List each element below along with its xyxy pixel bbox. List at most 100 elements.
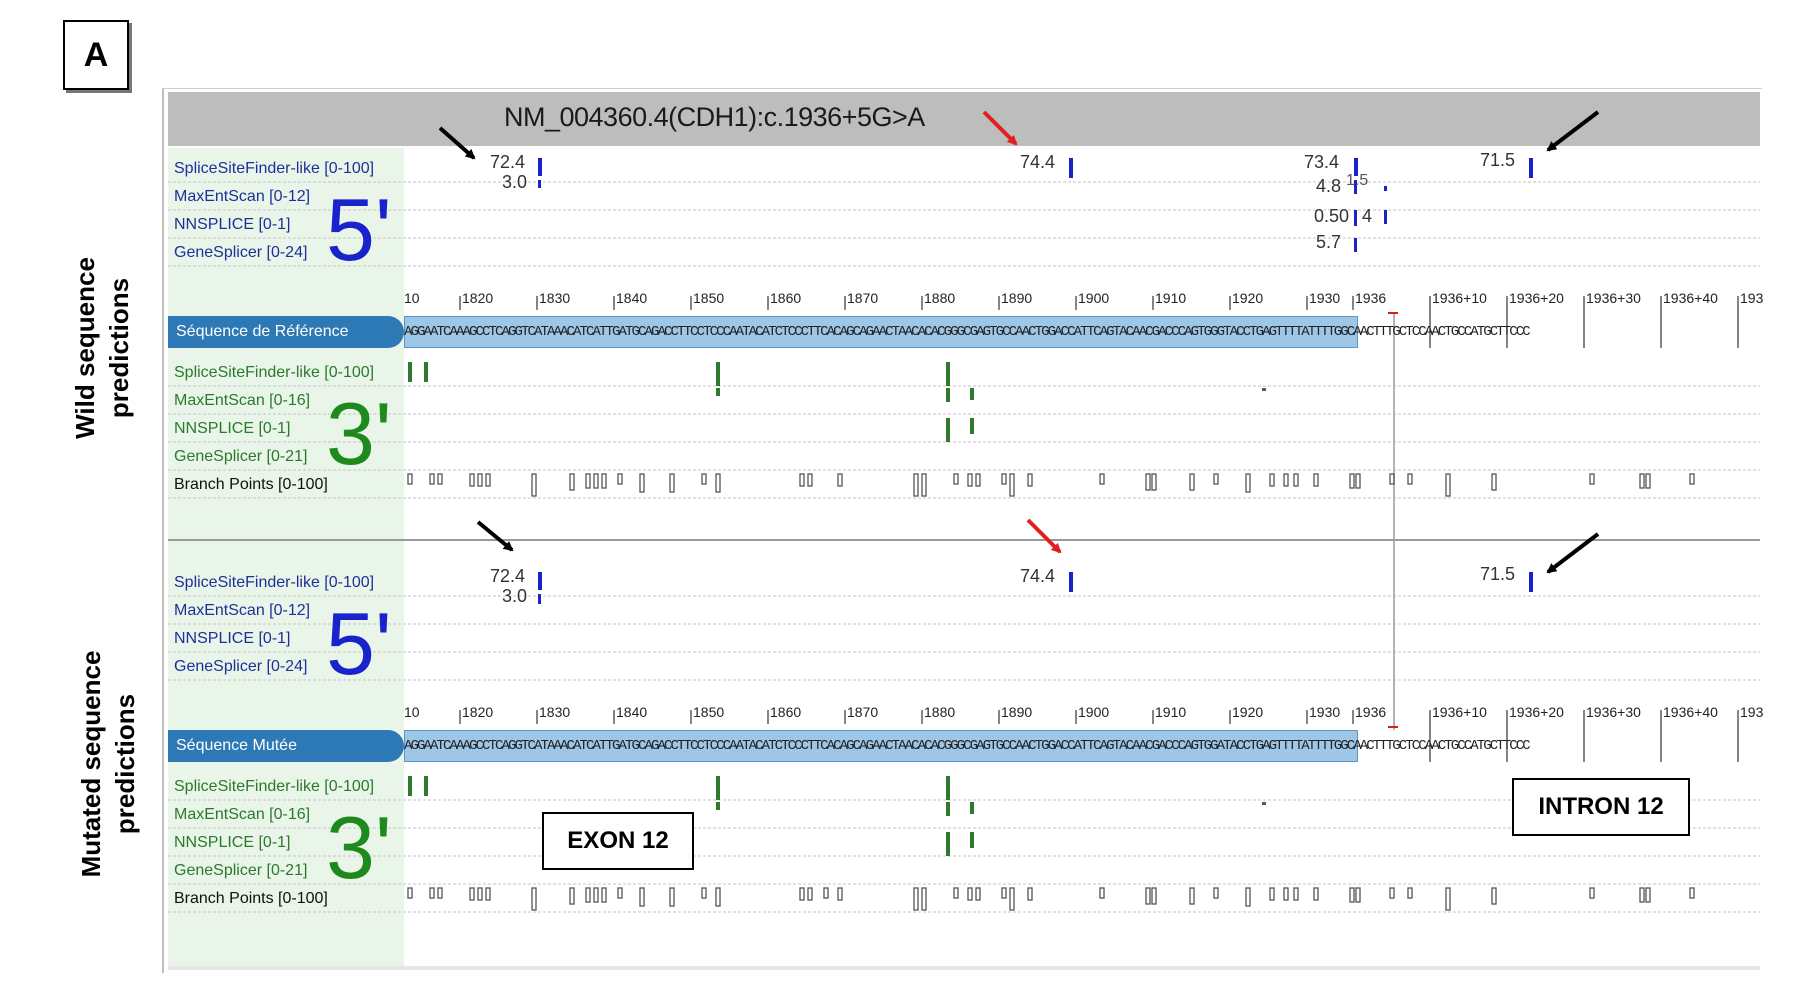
arrow-wild-site1 <box>438 126 476 160</box>
wild-3p-track-gs: GeneSplicer [0-21] <box>174 448 308 465</box>
mut-score-site1-mes: 3.0 <box>502 586 528 606</box>
ruler-label: 1850 <box>693 704 725 720</box>
track-gridlines <box>168 181 1760 913</box>
ruler-ticks-mutated <box>459 710 1739 762</box>
mut-3p-track-gs: GeneSplicer [0-21] <box>174 862 308 879</box>
track-label-column <box>168 148 404 970</box>
mut-score-site4-ssf: 71.5 <box>1480 564 1516 584</box>
mut-5p-track-gs: GeneSplicer [0-24] <box>174 658 308 675</box>
ruler-label: 1890 <box>1001 290 1033 306</box>
mut-3prime-mark: 3' <box>326 798 392 897</box>
mut-5prime-mark-site2 <box>1069 572 1073 592</box>
ruler-ticks-wild <box>459 296 1739 348</box>
wild-3p-track-nns: NNSPLICE [0-1] <box>174 420 291 437</box>
panel-label: A <box>63 20 129 90</box>
wild-score-site3-gs: 5.7 <box>1316 232 1342 252</box>
ruler-label: 1920 <box>1232 290 1264 306</box>
alamut-viewer <box>162 88 1762 973</box>
wild-5prime-mark-site2 <box>1069 158 1073 178</box>
mutated-3prime-marks <box>408 776 1266 856</box>
ruler-label: 1870 <box>847 290 879 306</box>
wild-3p-track-ssf: SpliceSiteFinder-like [0-100] <box>174 364 375 381</box>
wild-5p-track-ssf: SpliceSiteFinder-like [0-100] <box>174 160 375 177</box>
ruler-label: 1910 <box>1155 704 1187 720</box>
ruler-label: 1900 <box>1078 290 1110 306</box>
wild-score-site1-ssf: 72.4 <box>490 152 526 172</box>
mut-score-site2-ssf: 74.4 <box>1020 566 1056 586</box>
wild-5prime-marks <box>538 158 1533 252</box>
mut-5p-track-ssf: SpliceSiteFinder-like [0-100] <box>174 574 375 591</box>
ref-exon-highlight <box>404 316 1358 348</box>
ruler-label: 1936+30 <box>1586 290 1641 306</box>
mut-5prime-mark-site4 <box>1529 572 1533 592</box>
mut-branch-points-label: Branch Points [0-100] <box>174 890 328 907</box>
ruler-label: 1930 <box>1309 290 1341 306</box>
arrow-mut-site4 <box>1546 532 1600 574</box>
mut-sequence-text: AGGAATCAAAGCCTCAGGTCATAAACATCATTGATGCAGA… <box>404 738 1531 754</box>
wild-5prime-mark-site3 <box>1354 158 1358 176</box>
ruler-label: 10 <box>404 704 420 720</box>
ruler-label: 1930 <box>1309 704 1341 720</box>
mutated-ruler: 10 1820 1830 1840 1850 1860 1870 1880 18… <box>404 704 1764 722</box>
variant-header-bar <box>168 92 1760 146</box>
ruler-label: 1860 <box>770 704 802 720</box>
ruler-label: 1880 <box>924 704 956 720</box>
ruler-label: 193 <box>1740 704 1764 720</box>
wild-score-site3-nns: 0.50 <box>1314 206 1350 226</box>
wild-5p-track-gs: GeneSplicer [0-24] <box>174 244 308 261</box>
ruler-label: 1936+30 <box>1586 704 1641 720</box>
arrow-mut-site2 <box>1026 518 1062 554</box>
ruler-label: 1840 <box>616 704 648 720</box>
wild-5prime-mark-site4 <box>1529 158 1533 178</box>
mut-5p-track-mes: MaxEntScan [0-12] <box>174 602 311 619</box>
ruler-label: 1820 <box>462 290 494 306</box>
ruler-label: 1840 <box>616 290 648 306</box>
mut-5prime-mark: 5' <box>326 594 392 693</box>
wild-5p-track-nns: NNSPLICE [0-1] <box>174 216 291 233</box>
arrow-wild-site4 <box>1546 110 1600 152</box>
wild-3prime-mark: 3' <box>326 384 392 483</box>
intron-label-box: INTRON 12 <box>1512 778 1690 836</box>
mut-3p-track-mes: MaxEntScan [0-16] <box>174 806 311 823</box>
ruler-label: 1830 <box>539 704 571 720</box>
wild-score-site4-ssf: 71.5 <box>1480 150 1516 170</box>
ruler-label: 193 <box>1740 290 1764 306</box>
wild-3prime-marks <box>408 362 1266 442</box>
mut-3p-track-ssf: SpliceSiteFinder-like [0-100] <box>174 778 375 795</box>
mut-exon-highlight <box>404 730 1358 762</box>
ruler-label: 1936+10 <box>1432 290 1487 306</box>
ref-sequence-text: AGGAATCAAAGCCTCAGGTCATAAACATCATTGATGCAGA… <box>404 324 1531 340</box>
mut-sequence-tab[interactable]: Séquence Mutée <box>168 730 404 762</box>
mutated-branch-points <box>407 887 1695 911</box>
ruler-label: 1936+40 <box>1663 704 1718 720</box>
mut-3p-track-nns: NNSPLICE [0-1] <box>174 834 291 851</box>
wild-3p-track-mes: MaxEntScan [0-16] <box>174 392 311 409</box>
ruler-label: 1870 <box>847 704 879 720</box>
wild-5prime-mark-site1 <box>538 158 542 176</box>
wild-score-site3-extra-a: 1.5 <box>1346 172 1369 189</box>
ruler-label: 1820 <box>462 704 494 720</box>
ruler-label: 1910 <box>1155 290 1187 306</box>
ruler-label: 1936+20 <box>1509 704 1564 720</box>
wild-score-site3-extra-b: 4 <box>1362 206 1373 226</box>
annotation-arrows <box>438 110 1600 574</box>
wild-branch-points-label: Branch Points [0-100] <box>174 476 328 493</box>
ruler-label: 1900 <box>1078 704 1110 720</box>
ruler-label: 1860 <box>770 290 802 306</box>
wild-score-site3-ssf: 73.4 <box>1304 152 1340 172</box>
arrow-wild-site2 <box>982 110 1018 146</box>
variant-markers <box>1388 312 1398 728</box>
wild-branch-points <box>407 473 1695 497</box>
mut-5prime-mark-site1 <box>538 572 542 590</box>
mut-score-site1-ssf: 72.4 <box>490 566 526 586</box>
ruler-label: 1890 <box>1001 704 1033 720</box>
ref-sequence-tab[interactable]: Séquence de Référence <box>168 316 404 348</box>
wild-ruler: 10 1820 1830 1840 1850 1860 1870 1880 18… <box>404 290 1764 308</box>
wild-score-site1-mes: 3.0 <box>502 172 528 192</box>
ruler-label: 1880 <box>924 290 956 306</box>
ruler-label: 1936 <box>1355 290 1387 306</box>
ruler-label: 1936+10 <box>1432 704 1487 720</box>
wild-5prime-mark: 5' <box>326 180 392 279</box>
wild-5p-track-mes: MaxEntScan [0-12] <box>174 188 311 205</box>
